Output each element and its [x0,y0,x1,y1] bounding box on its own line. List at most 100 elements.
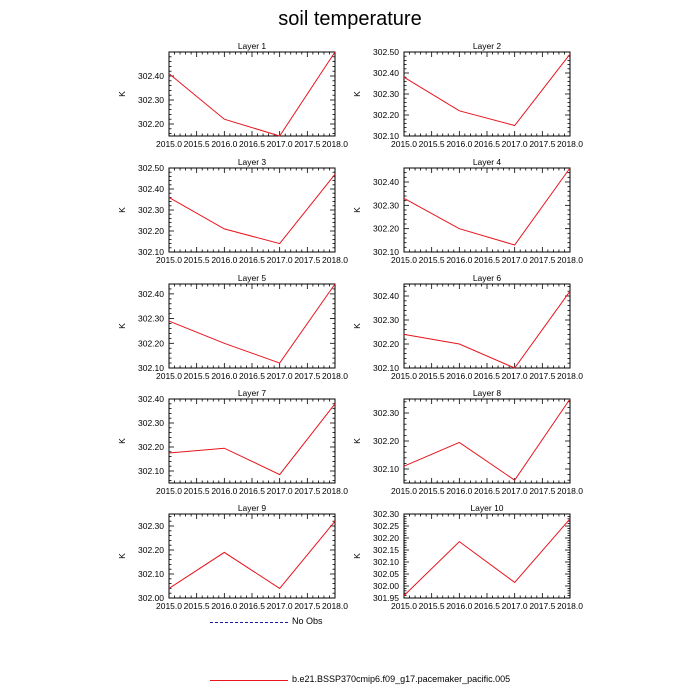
x-tick-label: 2018.0 [322,486,348,496]
y-tick-label: 302.30 [138,95,164,105]
y-tick-label: 302.30 [138,521,164,531]
y-axis-label: K [117,438,127,444]
x-tick-label: 2018.0 [322,139,348,149]
series-line [168,51,336,137]
x-tick-label: 2015.0 [156,255,182,265]
y-axis-label: K [117,553,127,559]
series-line [168,173,336,245]
x-tick-label: 2015.5 [419,255,445,265]
panel-title: Layer 8 [473,388,502,398]
plot-frame [168,283,336,369]
x-tick-label: 2016.0 [446,601,472,611]
y-tick-label: 302.00 [138,593,164,603]
x-tick-label: 2015.5 [419,486,445,496]
plot-frame [168,398,336,484]
x-tick-label: 2016.5 [239,139,265,149]
x-tick-label: 2015.5 [419,601,445,611]
y-axis-label: K [117,323,127,329]
page-title: soil temperature [278,8,422,30]
y-tick-label: 302.10 [373,363,399,373]
panel-title: Layer 7 [238,388,267,398]
x-tick-label: 2015.5 [184,601,210,611]
plot-frame [403,513,571,599]
x-tick-label: 2016.0 [446,139,472,149]
y-tick-label: 302.20 [373,110,399,120]
x-tick-label: 2017.0 [502,371,528,381]
series-line [403,53,571,127]
y-tick-label: 302.30 [138,418,164,428]
series-line [403,167,571,246]
x-tick-label: 2018.0 [557,139,583,149]
y-tick-label: 302.05 [373,569,399,579]
x-tick-label: 2015.5 [419,371,445,381]
x-tick-label: 2015.0 [156,139,182,149]
y-axis-label: K [352,323,362,329]
x-tick-label: 2015.5 [184,255,210,265]
y-tick-label: 302.40 [373,68,399,78]
y-tick-label: 302.20 [138,226,164,236]
x-tick-label: 2018.0 [322,601,348,611]
y-tick-label: 302.20 [373,436,399,446]
x-tick-label: 2017.0 [502,139,528,149]
panel-title: Layer 10 [470,503,503,513]
y-tick-label: 302.20 [373,339,399,349]
x-tick-label: 2016.0 [211,139,237,149]
y-tick-label: 302.50 [373,47,399,57]
x-tick-label: 2015.0 [156,486,182,496]
panel-title: Layer 4 [473,157,502,167]
x-tick-label: 2017.0 [502,255,528,265]
y-tick-label: 301.95 [373,593,399,603]
x-tick-label: 2016.5 [239,486,265,496]
x-tick-label: 2015.0 [391,139,417,149]
y-axis-label: K [352,438,362,444]
y-tick-label: 302.30 [138,205,164,215]
x-tick-label: 2016.5 [474,371,500,381]
y-tick-label: 302.20 [138,442,164,452]
panel-title: Layer 3 [238,157,267,167]
y-tick-label: 302.10 [373,557,399,567]
y-tick-label: 302.30 [373,89,399,99]
y-tick-label: 302.00 [373,581,399,591]
x-tick-label: 2016.0 [446,486,472,496]
panel-title: Layer 5 [238,273,267,283]
y-tick-label: 302.10 [373,464,399,474]
series-line [403,290,571,369]
y-tick-label: 302.20 [373,533,399,543]
x-tick-label: 2016.5 [474,255,500,265]
panel-title: Layer 9 [238,503,267,513]
y-tick-label: 302.40 [138,71,164,81]
y-tick-label: 302.40 [373,177,399,187]
x-tick-label: 2017.0 [267,371,293,381]
x-tick-label: 2017.0 [502,601,528,611]
x-tick-label: 2016.5 [239,255,265,265]
legend: No Obs b.e21.BSSP370cmip6.f09_g17.pacema… [210,612,550,692]
x-tick-label: 2018.0 [557,486,583,496]
x-tick-label: 2018.0 [322,255,348,265]
panel-title: Layer 2 [473,41,502,51]
y-tick-label: 302.10 [373,131,399,141]
x-tick-label: 2016.0 [211,601,237,611]
x-tick-label: 2015.5 [184,139,210,149]
x-tick-label: 2016.0 [446,371,472,381]
x-tick-label: 2017.5 [294,255,320,265]
y-axis-label: K [117,207,127,213]
legend-swatch-solid [210,680,288,681]
legend-label: No Obs [292,616,323,626]
y-tick-label: 302.40 [138,184,164,194]
x-tick-label: 2016.0 [211,486,237,496]
x-tick-label: 2018.0 [557,601,583,611]
y-tick-label: 302.10 [138,466,164,476]
x-tick-label: 2015.0 [391,255,417,265]
y-tick-label: 302.30 [373,408,399,418]
y-axis-label: K [352,207,362,213]
y-tick-label: 302.20 [138,119,164,129]
x-tick-label: 2016.5 [239,601,265,611]
